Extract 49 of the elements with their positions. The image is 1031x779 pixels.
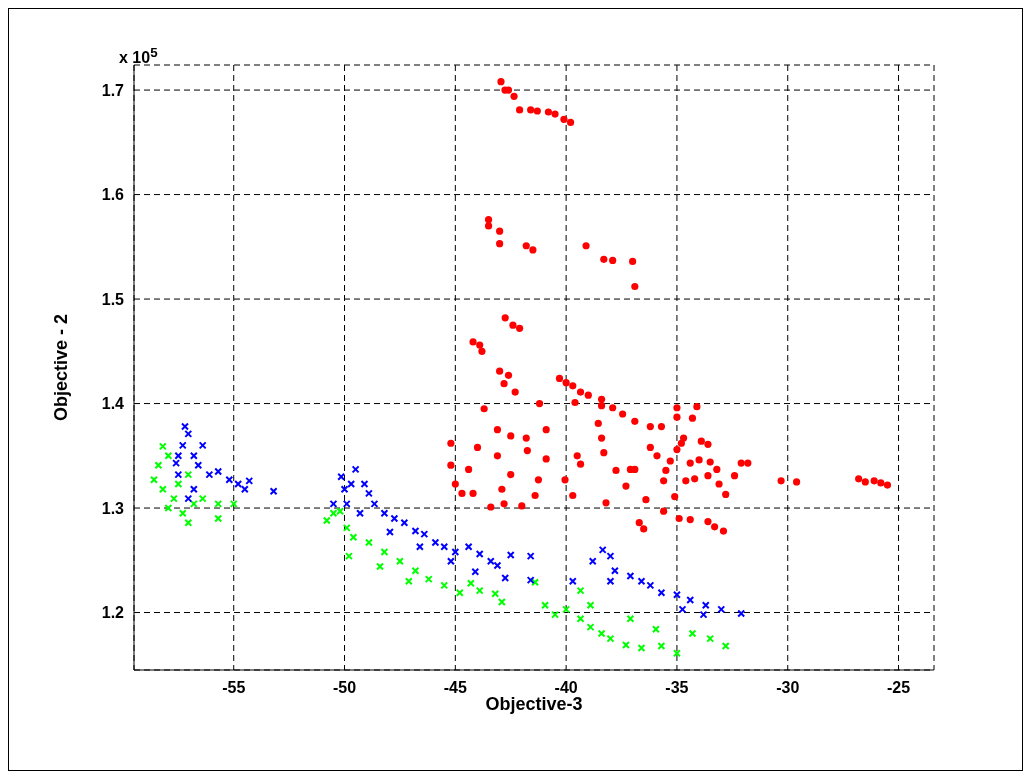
x-tick-label: -55 — [222, 679, 246, 697]
point — [721, 641, 730, 650]
point — [149, 475, 158, 484]
x-tick-label: -45 — [443, 679, 467, 697]
y-tick-label: 1.7 — [101, 81, 125, 99]
point — [342, 523, 351, 532]
point — [475, 586, 484, 595]
y-tick-label: 1.4 — [101, 395, 125, 413]
point — [198, 494, 207, 503]
point — [322, 516, 331, 525]
point — [214, 514, 223, 523]
point — [411, 566, 420, 575]
point — [184, 518, 193, 527]
point — [349, 533, 358, 542]
point — [404, 577, 413, 586]
point — [395, 557, 404, 566]
annotation: x 10$^{5}$ — [119, 45, 158, 68]
point — [344, 552, 353, 561]
point — [541, 601, 550, 610]
point — [672, 649, 681, 658]
y-axis-title: Objective - 2 — [51, 313, 72, 422]
point — [626, 614, 635, 623]
x-tick-label: -50 — [332, 679, 357, 697]
point — [606, 634, 615, 643]
point — [174, 480, 183, 489]
point — [184, 470, 193, 479]
point — [440, 581, 449, 590]
x-tick-label: -25 — [886, 679, 911, 697]
x-tick-label: -40 — [554, 679, 578, 697]
point — [651, 625, 660, 634]
point — [164, 504, 173, 513]
y-tick-label: 1.6 — [101, 186, 125, 204]
y-tick-label: 1.2 — [101, 604, 125, 622]
y-tick-label: 1.5 — [101, 290, 125, 308]
x-tick-label: -35 — [665, 679, 689, 697]
x-tick-label: -30 — [776, 679, 800, 697]
point — [586, 623, 595, 632]
x-axis-title: Objective-3 — [485, 694, 583, 714]
point — [214, 499, 223, 508]
y-tick-label: 1.3 — [101, 499, 125, 517]
point — [576, 586, 585, 595]
point — [621, 640, 630, 649]
point — [497, 598, 506, 607]
point — [597, 629, 606, 638]
point — [576, 614, 585, 623]
point — [424, 575, 433, 584]
point — [586, 601, 595, 610]
point — [158, 485, 167, 494]
point — [688, 629, 697, 638]
